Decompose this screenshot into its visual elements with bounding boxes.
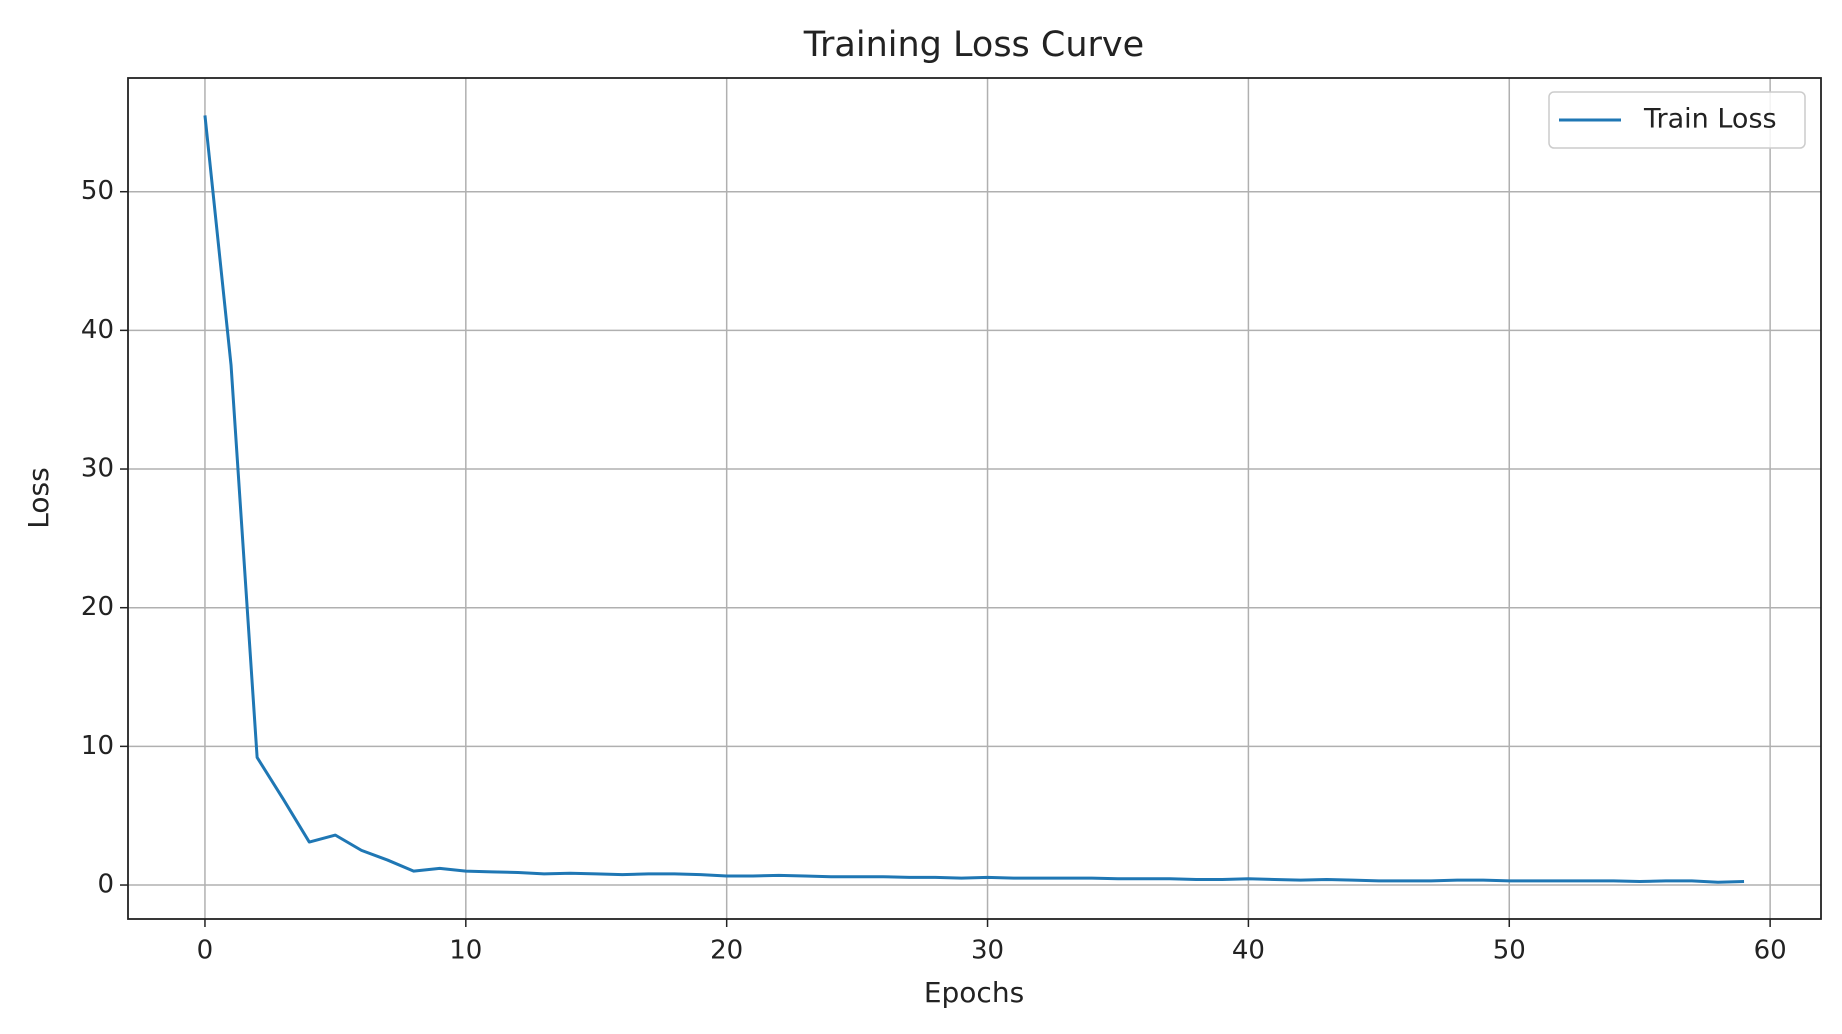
- legend-label: Train Loss: [1643, 104, 1777, 135]
- y-tick-label: 10: [81, 731, 114, 761]
- x-tick-label: 20: [710, 936, 743, 966]
- line: [203, 115, 1745, 884]
- chart-title: Training Loss Curve: [803, 25, 1144, 65]
- y-tick-label: 50: [81, 176, 114, 206]
- x-tick-label: 10: [449, 936, 482, 966]
- x-tick-label: 60: [1754, 936, 1787, 966]
- x-tick-label: 50: [1493, 936, 1526, 966]
- y-tick-label: 20: [81, 592, 114, 622]
- x-axis-label: Epochs: [924, 976, 1024, 1009]
- x-tick-label: 30: [971, 936, 1004, 966]
- x-tick-label: 0: [197, 936, 214, 966]
- x-tick-label: 40: [1232, 936, 1265, 966]
- y-tick-label: 0: [97, 870, 114, 900]
- y-tick-label: 30: [81, 454, 114, 484]
- y-tick-label: 40: [81, 315, 114, 345]
- axes-frame: [127, 77, 1822, 920]
- legend-box: [1548, 91, 1806, 149]
- y-axis-label: Loss: [22, 467, 55, 528]
